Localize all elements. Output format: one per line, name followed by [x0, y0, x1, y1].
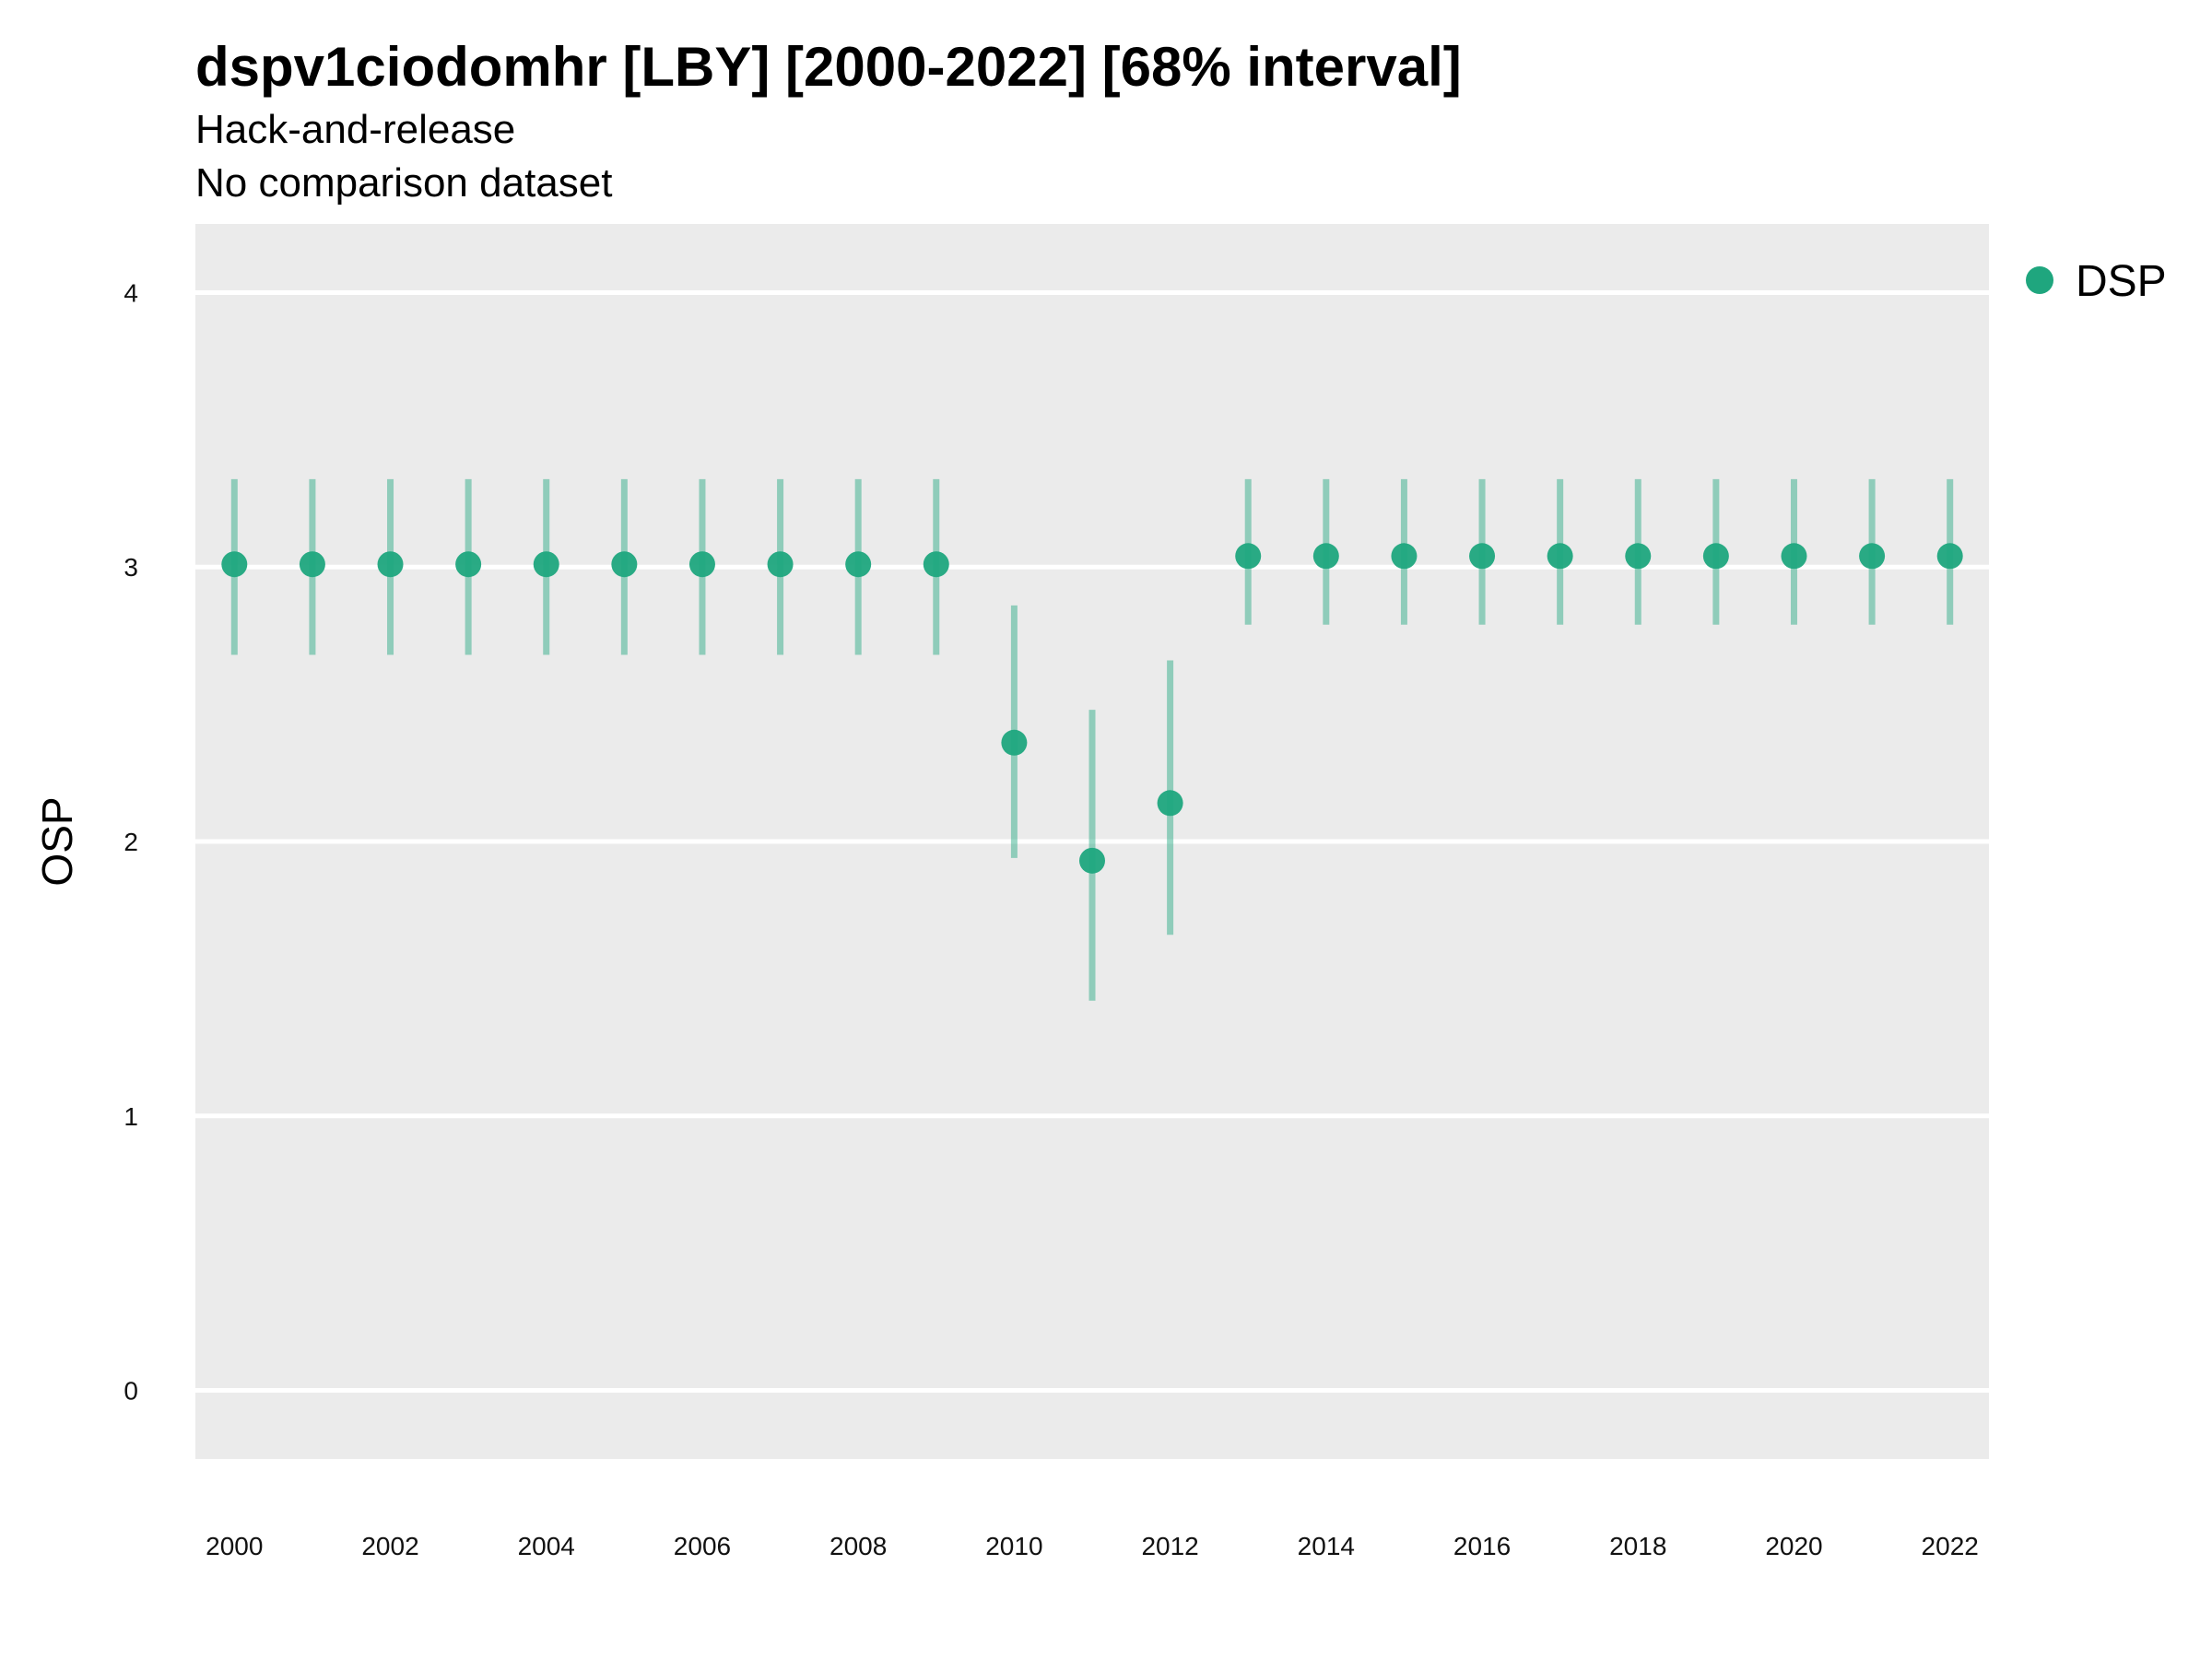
y-tick-label: 0: [124, 1377, 138, 1406]
data-point: [923, 551, 949, 578]
x-tick-label: 2004: [518, 1532, 575, 1560]
data-point: [221, 551, 248, 578]
x-tick-label: 2000: [206, 1532, 263, 1560]
gridlines: [195, 289, 1989, 1394]
x-tick-label: 2012: [1141, 1532, 1198, 1560]
chart-title: dspv1ciodomhr [LBY] [2000-2022] [68% int…: [195, 36, 1462, 98]
chart-subtitle-comparison: No comparison dataset: [195, 160, 613, 206]
x-tick-label: 2002: [361, 1532, 418, 1560]
y-axis-ticks: 0 1 2 3 4: [124, 278, 138, 1405]
data-points: [221, 543, 1963, 874]
data-point: [1001, 729, 1028, 756]
chart-subtitle-method: Hack-and-release: [195, 107, 516, 152]
data-point: [1625, 543, 1652, 570]
data-point: [1936, 543, 1963, 570]
x-tick-label: 2014: [1298, 1532, 1355, 1560]
x-axis-ticks: 2000 2002 2004 2006 2008 2010 2012 2014 2016 2018…: [206, 1532, 1979, 1560]
data-point: [1079, 847, 1105, 874]
data-point: [1157, 790, 1183, 817]
x-tick-label: 2010: [985, 1532, 1042, 1560]
y-tick-label: 1: [124, 1102, 138, 1131]
x-tick-label: 2016: [1453, 1532, 1511, 1560]
data-point: [299, 551, 325, 578]
data-point: [1702, 543, 1729, 570]
legend-key-dsp: [2026, 266, 2053, 294]
data-point: [1547, 543, 1573, 570]
x-tick-label: 2006: [674, 1532, 731, 1560]
data-point: [688, 551, 715, 578]
data-point: [455, 551, 482, 578]
x-tick-label: 2022: [1922, 1532, 1979, 1560]
y-tick-label: 2: [124, 828, 138, 856]
x-tick-label: 2008: [830, 1532, 887, 1560]
y-tick-label: 3: [124, 553, 138, 582]
y-axis-title: OSP: [33, 796, 81, 886]
data-point: [1469, 543, 1496, 570]
x-tick-label: 2020: [1765, 1532, 1822, 1560]
data-point: [533, 551, 559, 578]
data-point: [767, 551, 794, 578]
data-point: [1859, 543, 1886, 570]
legend-label-dsp: DSP: [2076, 257, 2167, 306]
data-point: [1235, 543, 1262, 570]
data-point: [611, 551, 638, 578]
data-point: [377, 551, 404, 578]
legend: DSP: [2026, 257, 2167, 306]
y-tick-label: 4: [124, 278, 138, 307]
x-tick-label: 2018: [1609, 1532, 1666, 1560]
data-point: [845, 551, 872, 578]
data-point: [1391, 543, 1418, 570]
data-point: [1312, 543, 1339, 570]
data-point: [1781, 543, 1807, 570]
